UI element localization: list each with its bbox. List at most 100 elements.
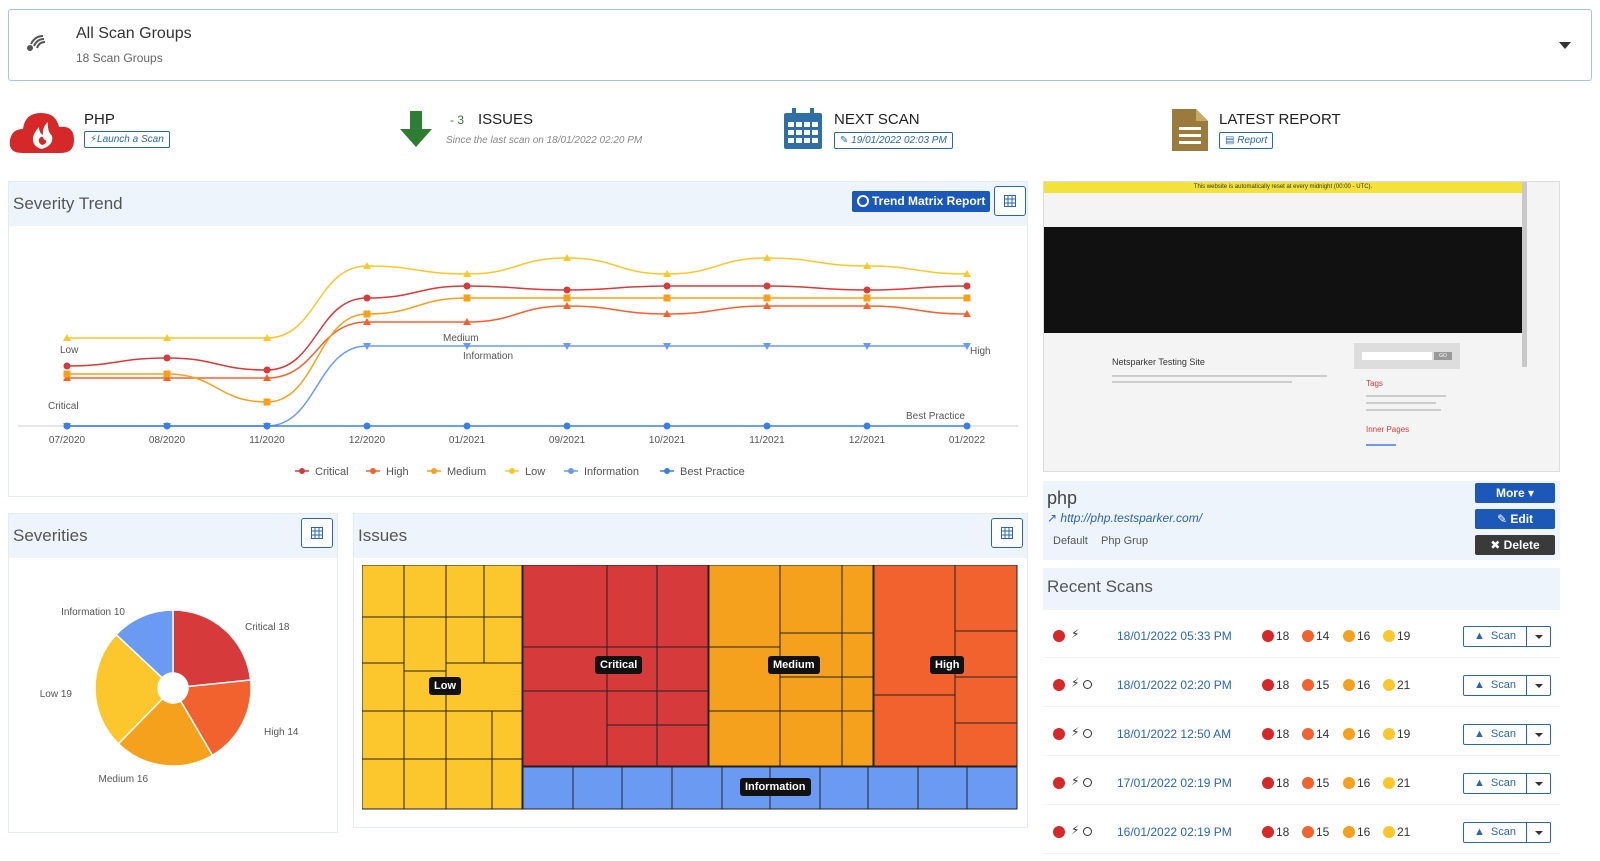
scan-button[interactable]: ▲ Scan xyxy=(1463,724,1527,745)
data-point[interactable] xyxy=(763,254,771,261)
data-point[interactable] xyxy=(863,262,871,269)
data-point[interactable] xyxy=(563,254,571,261)
scan-button[interactable]: ▲ Scan xyxy=(1463,626,1527,647)
data-point[interactable] xyxy=(263,398,271,406)
data-point[interactable] xyxy=(263,366,271,374)
data-point[interactable] xyxy=(163,422,171,430)
data-point[interactable] xyxy=(63,370,71,378)
data-point[interactable] xyxy=(463,294,471,302)
pie-slice-medium[interactable] xyxy=(117,697,214,767)
issues-since-note: Since the last scan on 18/01/2022 02:20 … xyxy=(446,135,643,146)
chevron-down-icon[interactable] xyxy=(1559,42,1571,49)
legend-item[interactable]: Information xyxy=(564,466,639,478)
scan-date-link[interactable]: 16/01/2022 02:19 PM xyxy=(1117,825,1232,839)
data-point[interactable] xyxy=(963,310,971,317)
legend-item[interactable]: Best Practice xyxy=(660,466,745,478)
pie-slice-low[interactable] xyxy=(94,633,164,745)
data-point[interactable] xyxy=(63,362,71,370)
data-point[interactable] xyxy=(663,422,671,430)
launch-scan-button[interactable]: ⚡Launch a Scan xyxy=(84,131,170,148)
data-point[interactable] xyxy=(363,262,371,269)
series-line-high xyxy=(66,305,968,379)
data-point[interactable] xyxy=(763,422,771,430)
data-point[interactable] xyxy=(363,294,371,302)
pie-slice-high[interactable] xyxy=(179,679,252,757)
data-point[interactable] xyxy=(63,422,71,430)
data-point[interactable] xyxy=(963,422,971,430)
data-point[interactable] xyxy=(363,318,371,325)
scan-date-link[interactable]: 17/01/2022 02:19 PM xyxy=(1117,776,1232,790)
data-point[interactable] xyxy=(463,318,471,325)
data-point[interactable] xyxy=(363,343,371,350)
data-point[interactable] xyxy=(563,294,571,302)
scan-date-link[interactable]: 18/01/2022 05:33 PM xyxy=(1117,629,1232,643)
data-point[interactable] xyxy=(463,343,471,350)
data-point[interactable] xyxy=(963,270,971,277)
data-point[interactable] xyxy=(463,282,471,290)
scan-dropdown-button[interactable] xyxy=(1527,675,1551,696)
site-tag-default[interactable]: Default xyxy=(1053,535,1088,547)
data-point[interactable] xyxy=(363,310,371,318)
data-point[interactable] xyxy=(463,422,471,430)
data-point[interactable] xyxy=(863,422,871,430)
report-button[interactable]: ▤ Report xyxy=(1219,132,1274,149)
scan-button[interactable]: ▲ Scan xyxy=(1463,822,1527,843)
scan-date-link[interactable]: 18/01/2022 02:20 PM xyxy=(1117,678,1232,692)
scan-button[interactable]: ▲ Scan xyxy=(1463,773,1527,794)
data-point[interactable] xyxy=(763,343,771,350)
data-point[interactable] xyxy=(863,294,871,302)
scan-dropdown-button[interactable] xyxy=(1527,626,1551,647)
data-point[interactable] xyxy=(663,310,671,317)
trend-matrix-report-button[interactable]: Trend Matrix Report xyxy=(852,191,990,212)
data-point[interactable] xyxy=(663,282,671,290)
data-point[interactable] xyxy=(263,374,271,381)
issues-table-button[interactable] xyxy=(991,518,1023,548)
data-point[interactable] xyxy=(563,343,571,350)
delete-button[interactable]: ✖ Delete xyxy=(1475,535,1555,555)
data-point[interactable] xyxy=(763,282,771,290)
data-point[interactable] xyxy=(563,302,571,309)
table-view-button[interactable] xyxy=(994,186,1026,216)
data-point[interactable] xyxy=(963,282,971,290)
data-point[interactable] xyxy=(963,343,971,350)
scan-button[interactable]: ▲ Scan xyxy=(1463,675,1527,696)
data-point[interactable] xyxy=(163,354,171,362)
data-point[interactable] xyxy=(463,270,471,277)
data-point[interactable] xyxy=(263,334,271,341)
legend-label: Information xyxy=(584,466,639,478)
legend-item[interactable]: High xyxy=(366,466,409,478)
pie-slice-information[interactable] xyxy=(115,609,174,679)
data-point[interactable] xyxy=(863,286,871,294)
scan-dropdown-button[interactable] xyxy=(1527,724,1551,745)
data-point[interactable] xyxy=(363,422,371,430)
data-point[interactable] xyxy=(63,334,71,341)
data-point[interactable] xyxy=(763,302,771,309)
data-point[interactable] xyxy=(863,343,871,350)
data-point[interactable] xyxy=(563,422,571,430)
data-point[interactable] xyxy=(763,294,771,302)
legend-item[interactable]: Medium xyxy=(427,466,486,478)
data-point[interactable] xyxy=(663,294,671,302)
scan-date-link[interactable]: 18/01/2022 12:50 AM xyxy=(1117,727,1232,741)
severities-table-button[interactable] xyxy=(301,518,333,548)
data-point[interactable] xyxy=(263,422,271,430)
scan-group-selector[interactable]: All Scan Groups 18 Scan Groups xyxy=(8,9,1592,81)
legend-item[interactable]: Critical xyxy=(295,466,349,478)
data-point[interactable] xyxy=(563,286,571,294)
pie-slice-critical[interactable] xyxy=(172,609,252,688)
edit-button[interactable]: ✎ Edit xyxy=(1475,509,1555,529)
next-scan-button[interactable]: ✎ 19/01/2022 02:03 PM xyxy=(834,132,953,149)
preview-scrollbar[interactable] xyxy=(1522,182,1527,367)
scan-dropdown-button[interactable] xyxy=(1527,773,1551,794)
legend-item[interactable]: Low xyxy=(505,466,545,478)
data-point[interactable] xyxy=(963,294,971,302)
more-button[interactable]: More ▾ xyxy=(1475,483,1555,503)
data-point[interactable] xyxy=(663,343,671,350)
data-point[interactable] xyxy=(163,334,171,341)
site-url-link[interactable]: ↗ http://php.testsparker.com/ xyxy=(1047,511,1203,525)
site-tag-group[interactable]: Php Grup xyxy=(1101,535,1149,547)
data-point[interactable] xyxy=(663,270,671,277)
scan-dropdown-button[interactable] xyxy=(1527,822,1551,843)
data-point[interactable] xyxy=(863,302,871,309)
data-point[interactable] xyxy=(163,370,171,378)
